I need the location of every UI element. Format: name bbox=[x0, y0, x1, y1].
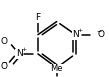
Text: O: O bbox=[98, 30, 105, 39]
Text: N: N bbox=[72, 30, 79, 39]
Text: +: + bbox=[78, 28, 83, 33]
Text: N: N bbox=[16, 49, 22, 58]
Text: O: O bbox=[1, 37, 8, 46]
Text: +: + bbox=[21, 47, 26, 52]
Text: −: − bbox=[96, 28, 102, 33]
Text: −: − bbox=[1, 60, 7, 64]
Text: F: F bbox=[35, 13, 40, 22]
Text: O: O bbox=[1, 62, 8, 71]
Text: Me: Me bbox=[50, 64, 63, 73]
